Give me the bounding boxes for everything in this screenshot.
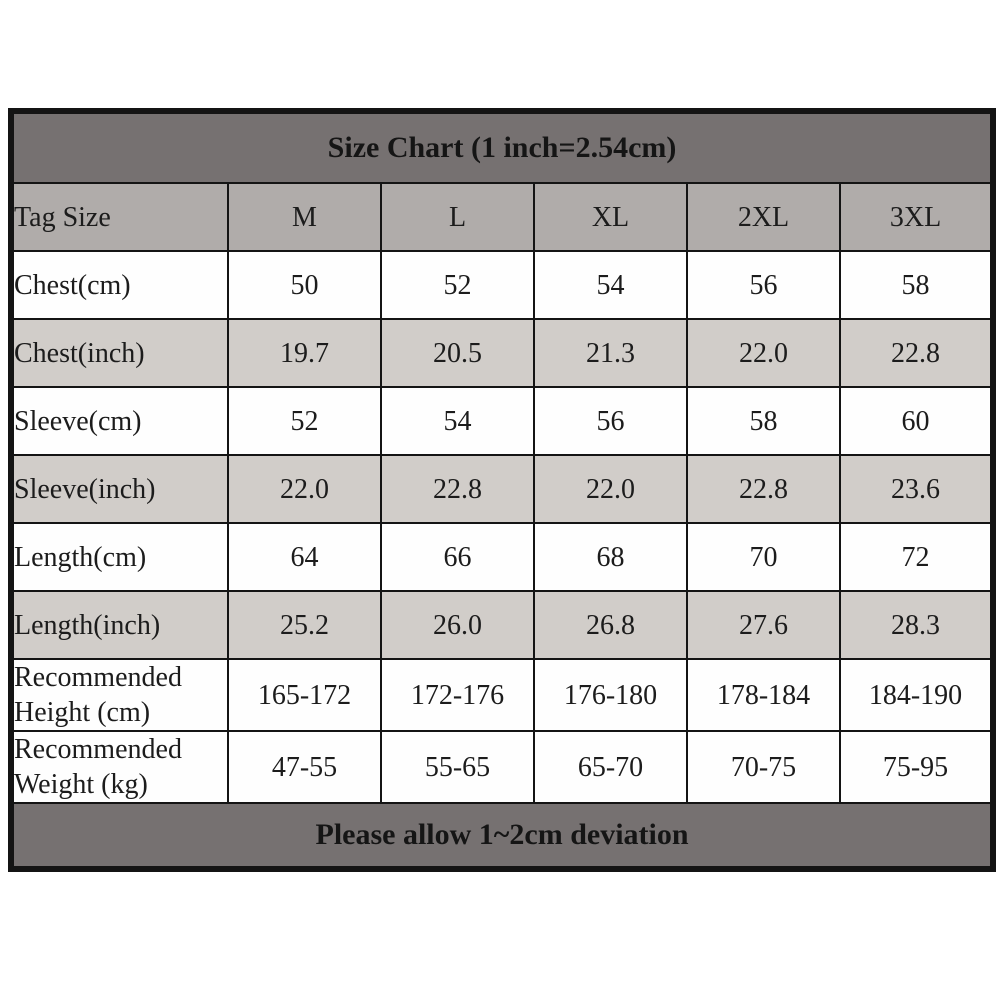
cell-value: 27.6 bbox=[686, 590, 841, 660]
column-header-xl: XL bbox=[533, 182, 688, 252]
cell-value: 65-70 bbox=[533, 730, 688, 804]
cell-value: 22.8 bbox=[380, 454, 535, 524]
row-label: Sleeve(inch) bbox=[10, 454, 229, 524]
column-header-l: L bbox=[380, 182, 535, 252]
cell-value: 56 bbox=[533, 386, 688, 456]
cell-value: 50 bbox=[227, 250, 382, 320]
row-label: Recommended Height (cm) bbox=[10, 658, 229, 732]
cell-value: 70 bbox=[686, 522, 841, 592]
cell-value: 19.7 bbox=[227, 318, 382, 388]
cell-value: 22.0 bbox=[533, 454, 688, 524]
cell-value: 22.8 bbox=[838, 318, 995, 388]
cell-value: 23.6 bbox=[838, 454, 995, 524]
column-header-m: M bbox=[227, 182, 382, 252]
row-label: Chest(cm) bbox=[10, 250, 229, 320]
cell-value: 58 bbox=[686, 386, 841, 456]
cell-value: 58 bbox=[838, 250, 995, 320]
cell-value: 178-184 bbox=[686, 658, 841, 732]
cell-value: 26.8 bbox=[533, 590, 688, 660]
cell-value: 22.0 bbox=[227, 454, 382, 524]
cell-value: 70-75 bbox=[686, 730, 841, 804]
table-row-recommended-height: Recommended Height (cm) 165-172 172-176 … bbox=[10, 658, 995, 732]
column-header-2xl: 2XL bbox=[686, 182, 841, 252]
cell-value: 20.5 bbox=[380, 318, 535, 388]
table-title-row: Size Chart (1 inch=2.54cm) bbox=[9, 110, 995, 184]
row-label: Length(cm) bbox=[10, 522, 229, 592]
deviation-note: Please allow 1~2cm deviation bbox=[9, 802, 995, 870]
table-row-sleeve-cm: Sleeve(cm) 52 54 56 58 60 bbox=[10, 386, 995, 456]
table-row-sleeve-inch: Sleeve(inch) 22.0 22.8 22.0 22.8 23.6 bbox=[10, 454, 995, 524]
size-chart-table: Size Chart (1 inch=2.54cm) Tag Size M L … bbox=[8, 108, 997, 872]
column-header-3xl: 3XL bbox=[838, 182, 995, 252]
cell-value: 68 bbox=[533, 522, 688, 592]
cell-value: 56 bbox=[686, 250, 841, 320]
cell-value: 26.0 bbox=[380, 590, 535, 660]
cell-value: 66 bbox=[380, 522, 535, 592]
cell-value: 25.2 bbox=[227, 590, 382, 660]
row-label: Recommended Weight (kg) bbox=[10, 730, 229, 804]
cell-value: 54 bbox=[380, 386, 535, 456]
cell-value: 54 bbox=[533, 250, 688, 320]
cell-value: 22.8 bbox=[686, 454, 841, 524]
cell-value: 172-176 bbox=[380, 658, 535, 732]
cell-value: 165-172 bbox=[227, 658, 382, 732]
cell-value: 47-55 bbox=[227, 730, 382, 804]
row-label: Length(inch) bbox=[10, 590, 229, 660]
column-header-tag-size: Tag Size bbox=[10, 182, 229, 252]
cell-value: 75-95 bbox=[838, 730, 995, 804]
cell-value: 21.3 bbox=[533, 318, 688, 388]
table-row-length-cm: Length(cm) 64 66 68 70 72 bbox=[10, 522, 995, 592]
cell-value: 60 bbox=[838, 386, 995, 456]
table-row-recommended-weight: Recommended Weight (kg) 47-55 55-65 65-7… bbox=[10, 730, 995, 804]
cell-value: 28.3 bbox=[838, 590, 995, 660]
cell-value: 22.0 bbox=[686, 318, 841, 388]
cell-value: 64 bbox=[227, 522, 382, 592]
table-header-row: Tag Size M L XL 2XL 3XL bbox=[10, 182, 995, 252]
table-row-length-inch: Length(inch) 25.2 26.0 26.8 27.6 28.3 bbox=[10, 590, 995, 660]
cell-value: 176-180 bbox=[533, 658, 688, 732]
table-row-chest-cm: Chest(cm) 50 52 54 56 58 bbox=[10, 250, 995, 320]
row-label: Sleeve(cm) bbox=[10, 386, 229, 456]
table-row-chest-inch: Chest(inch) 19.7 20.5 21.3 22.0 22.8 bbox=[10, 318, 995, 388]
table-title: Size Chart (1 inch=2.54cm) bbox=[9, 110, 995, 184]
cell-value: 52 bbox=[380, 250, 535, 320]
table-note-row: Please allow 1~2cm deviation bbox=[9, 802, 995, 870]
cell-value: 184-190 bbox=[838, 658, 995, 732]
cell-value: 72 bbox=[838, 522, 995, 592]
cell-value: 52 bbox=[227, 386, 382, 456]
row-label: Chest(inch) bbox=[10, 318, 229, 388]
cell-value: 55-65 bbox=[380, 730, 535, 804]
